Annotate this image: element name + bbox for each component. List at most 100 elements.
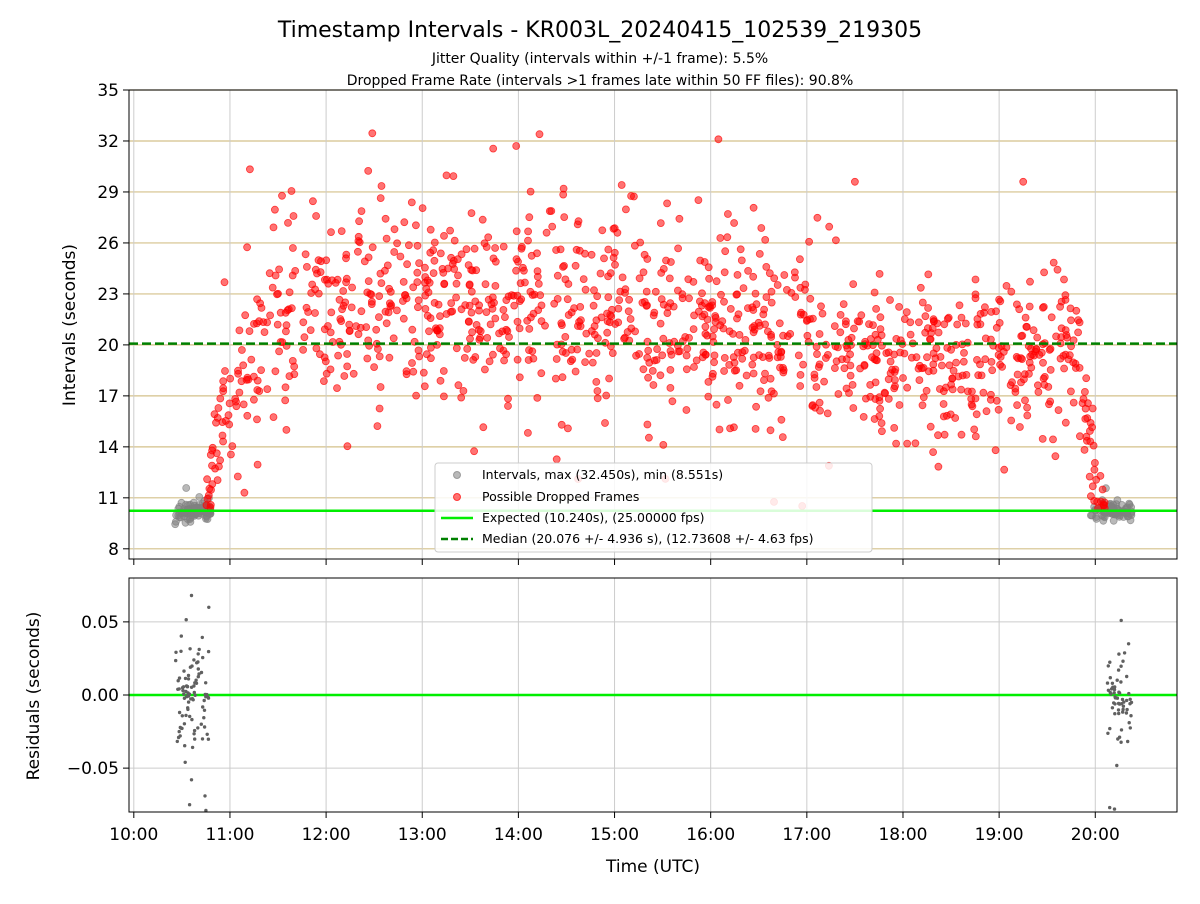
legend-marker-intervals — [453, 471, 461, 479]
dropped-frame-point — [347, 303, 356, 312]
residual-point — [1109, 687, 1114, 691]
dropped-frame-point — [725, 360, 734, 369]
dropped-frame-point — [542, 228, 551, 237]
dropped-frame-point — [957, 313, 966, 322]
residual-point — [1128, 697, 1132, 701]
residual-point — [195, 661, 199, 665]
bottom-panel-y-ticks: 0.05 0.00 −0.05 — [67, 613, 129, 779]
dropped-frame-point — [816, 406, 824, 415]
dropped-frame-point — [761, 369, 769, 378]
dropped-frame-point — [240, 488, 249, 497]
dropped-frame-point — [836, 328, 845, 337]
dropped-frame-point — [954, 372, 963, 381]
dropped-frame-point — [1023, 403, 1031, 412]
residual-point — [180, 714, 184, 718]
dropped-frame-point — [659, 440, 668, 449]
dropped-frame-point — [426, 314, 435, 323]
dropped-frame-point — [982, 407, 991, 416]
residual-point — [206, 696, 211, 700]
dropped-frame-point — [1080, 445, 1089, 454]
dropped-frame-point — [524, 227, 532, 236]
dropped-frame-point — [643, 255, 652, 263]
dropped-frame-point — [1098, 485, 1107, 494]
residual-point — [196, 667, 200, 671]
dropped-frame-point — [517, 244, 526, 253]
dropped-frame-point — [468, 328, 477, 337]
dropped-frame-point — [557, 420, 566, 429]
x-tick-label: 18:00 — [878, 825, 927, 845]
dropped-frame-point — [825, 222, 834, 231]
dropped-frame-point — [1017, 378, 1025, 387]
dropped-frame-point — [945, 361, 954, 370]
residual-point — [178, 734, 182, 738]
dropped-frame-point — [718, 317, 727, 326]
residual-point — [1119, 618, 1123, 623]
x-tick-label: 16:00 — [686, 825, 735, 845]
dropped-frame-point — [289, 212, 298, 220]
dropped-frame-point — [906, 330, 915, 339]
dropped-frame-point — [326, 328, 335, 337]
dropped-frame-point — [208, 446, 217, 455]
y-tick-label: 8 — [108, 540, 119, 560]
residual-point — [1108, 690, 1112, 695]
dropped-frame-point — [682, 365, 691, 374]
dropped-frame-point — [961, 319, 970, 328]
dropped-frame-point — [970, 425, 979, 434]
x-tick-label: 15:00 — [590, 825, 639, 845]
dropped-frame-point — [755, 249, 764, 258]
dropped-frame-point — [571, 367, 580, 376]
dropped-frame-point — [1033, 333, 1042, 342]
dropped-frame-point — [665, 274, 674, 283]
residual-point — [193, 681, 197, 685]
dropped-frame-point — [301, 250, 310, 259]
dropped-frame-point — [724, 210, 732, 218]
legend: Intervals, max (32.450s), min (8.551s) P… — [434, 462, 873, 553]
dropped-frame-point — [288, 244, 297, 252]
dropped-frame-point — [971, 290, 980, 299]
residual-point — [188, 647, 192, 651]
dropped-frame-point — [402, 294, 411, 303]
residual-point — [1110, 681, 1115, 685]
y-tick-label: 11 — [97, 489, 119, 509]
dropped-frame-point — [475, 306, 483, 315]
dropped-frame-point — [368, 243, 377, 252]
x-tick-label: 14:00 — [494, 825, 543, 845]
dropped-frame-point — [462, 245, 471, 254]
dropped-frame-point — [836, 310, 845, 319]
dropped-frame-point — [467, 209, 476, 218]
dropped-frame-point — [666, 365, 675, 374]
dropped-frame-point — [354, 330, 363, 339]
dropped-frame-point — [281, 383, 290, 392]
residual-point — [1108, 660, 1112, 664]
dropped-frame-point — [818, 309, 827, 318]
residual-point — [1117, 691, 1122, 695]
dropped-frame-point — [1069, 398, 1078, 407]
dropped-frame-point — [689, 277, 698, 286]
dropped-frame-point — [1053, 265, 1062, 274]
dropped-frame-point — [524, 356, 533, 364]
dropped-frame-point — [846, 361, 855, 370]
dropped-frame-point — [247, 355, 256, 364]
y-tick-label: 29 — [97, 183, 119, 203]
dropped-frame-point — [245, 165, 254, 174]
dropped-frame-point — [635, 274, 644, 283]
interval-point — [190, 501, 199, 510]
y-tick-label: 20 — [97, 336, 119, 356]
dropped-frame-point — [1007, 416, 1016, 425]
dropped-frame-point — [666, 347, 675, 355]
dropped-frame-point — [618, 273, 627, 282]
dropped-frame-point — [822, 354, 830, 362]
dropped-frame-point — [572, 245, 581, 254]
dropped-frame-point — [299, 345, 308, 354]
dropped-frame-point — [921, 312, 930, 321]
dropped-frame-point — [370, 363, 379, 372]
dropped-frame-point — [605, 374, 613, 383]
dropped-frame-point — [726, 424, 734, 433]
dropped-frame-point — [386, 302, 395, 311]
residual-point — [202, 725, 207, 729]
dropped-frame-point — [598, 226, 607, 235]
dropped-frame-point — [923, 353, 931, 362]
y-tick-label: 35 — [97, 81, 119, 101]
dropped-frame-point — [528, 291, 537, 299]
residual-point — [197, 672, 201, 676]
